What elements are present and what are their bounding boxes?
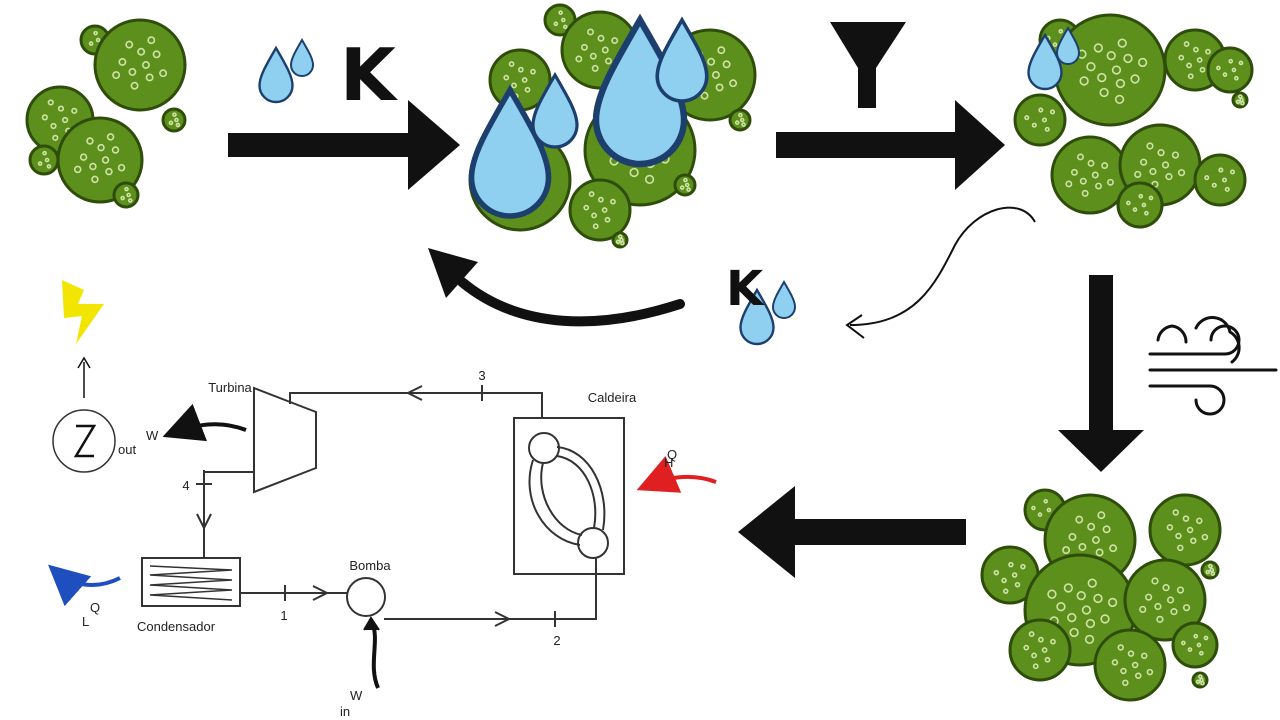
water-drops-icon bbox=[258, 13, 1081, 346]
process-arrow-down bbox=[1058, 275, 1144, 472]
lightning-icon bbox=[62, 280, 104, 344]
recycle-thin-arrow bbox=[849, 206, 1036, 326]
turbine-label: Turbina bbox=[208, 380, 252, 395]
process-arrow-left bbox=[738, 486, 966, 578]
state-point-3: 3 bbox=[478, 368, 485, 383]
pump bbox=[346, 577, 386, 617]
condenser-label: Condensador bbox=[137, 619, 216, 634]
generator-icon bbox=[52, 409, 116, 473]
work-in-subscript: in bbox=[340, 704, 350, 719]
heat-in-subscript: H bbox=[664, 455, 673, 470]
state-point-2: 2 bbox=[553, 633, 560, 648]
work-out-subscript: out bbox=[118, 442, 136, 457]
turbine bbox=[253, 386, 317, 494]
funnel-filter-icon bbox=[830, 22, 906, 108]
work-out-label: W bbox=[146, 428, 159, 443]
heat-in-label: Q bbox=[667, 447, 677, 462]
catalyst-k-label: K bbox=[340, 33, 398, 117]
state-point-4: 4 bbox=[182, 478, 189, 493]
rankine-cycle-schematic: Turbina 3 Caldeira Q H 2 Bomba W in bbox=[48, 368, 717, 719]
heat-out-subscript: L bbox=[82, 614, 89, 629]
wind-icon bbox=[1148, 316, 1278, 416]
process-arrow-right bbox=[228, 100, 460, 190]
process-arrow-right bbox=[776, 100, 1005, 190]
pump-label: Bomba bbox=[349, 558, 391, 573]
recovered-k-label: K bbox=[726, 261, 765, 317]
boiler-label: Caldeira bbox=[588, 390, 637, 405]
algae-cluster-icon bbox=[1013, 13, 1254, 229]
work-in-label: W bbox=[350, 688, 363, 703]
algae-cluster-icon bbox=[980, 488, 1222, 702]
heat-out-label: Q bbox=[90, 600, 100, 615]
recycle-return-arrow bbox=[457, 277, 685, 327]
algae-cluster-icon bbox=[25, 18, 187, 209]
state-point-1: 1 bbox=[280, 608, 287, 623]
